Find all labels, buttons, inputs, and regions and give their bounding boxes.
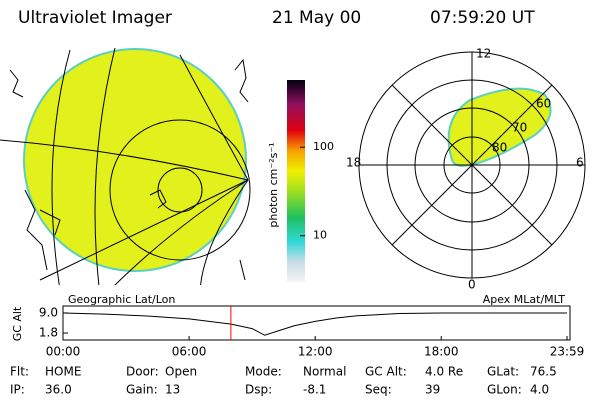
field-label: Flt: — [10, 365, 29, 379]
polar-plot — [358, 51, 586, 279]
date: 21 May 00 — [272, 8, 361, 28]
field-label: Dsp: — [245, 383, 272, 397]
field-label: Mode: — [245, 365, 282, 379]
colorbar-label: photon cm⁻²s⁻¹ — [267, 142, 280, 227]
y-tick-label: 9.0 — [39, 305, 58, 319]
mlt-label: 12 — [476, 47, 491, 61]
colorbar-tick-label: 100 — [313, 140, 334, 153]
field-label: GC Alt: — [365, 365, 407, 379]
y-tick-label: 1.8 — [39, 326, 58, 340]
field-label: Gain: — [126, 383, 158, 397]
lat-label: 80 — [492, 141, 507, 155]
plot-frame — [62, 305, 571, 341]
x-tick-label: 06:00 — [172, 345, 207, 359]
x-tick-label: 18:00 — [424, 345, 459, 359]
field-label: IP: — [10, 383, 25, 397]
y-axis-label: GC Alt — [11, 306, 24, 341]
geo-image — [0, 47, 251, 285]
x-tick-label: 00:00 — [46, 345, 81, 359]
lat-label: 60 — [536, 97, 551, 111]
mlt-label: 0 — [468, 278, 476, 292]
lat-label: 70 — [512, 121, 527, 135]
field-value: HOME — [45, 365, 81, 379]
x-tick-label: 12:00 — [298, 345, 333, 359]
field-value: 13 — [165, 383, 180, 397]
field-label: GLat: — [487, 365, 519, 379]
field-value: 4.0 — [530, 383, 549, 397]
field-label: Seq: — [365, 383, 392, 397]
field-value: 39 — [425, 383, 440, 397]
x-tick-label: 23:59 — [550, 345, 585, 359]
mlt-label: 18 — [346, 156, 361, 170]
field-value: Open — [165, 365, 197, 379]
title: Ultraviolet Imager — [18, 8, 172, 28]
field-label: Door: — [126, 365, 159, 379]
field-value: 76.5 — [530, 365, 557, 379]
altitude-line — [62, 312, 567, 336]
colorbar-tick-label: 10 — [313, 229, 327, 242]
field-value: 4.0 Re — [425, 365, 463, 379]
field-value: -8.1 — [303, 383, 326, 397]
time: 07:59:20 UT — [430, 8, 535, 28]
field-label: GLon: — [487, 383, 522, 397]
plot-title-right: Apex MLat/MLT — [483, 293, 566, 306]
field-value: Normal — [303, 365, 346, 379]
mlt-label: 6 — [576, 156, 584, 170]
plot-title-left: Geographic Lat/Lon — [68, 293, 175, 306]
colorbar — [287, 80, 305, 282]
field-value: 36.0 — [45, 383, 72, 397]
